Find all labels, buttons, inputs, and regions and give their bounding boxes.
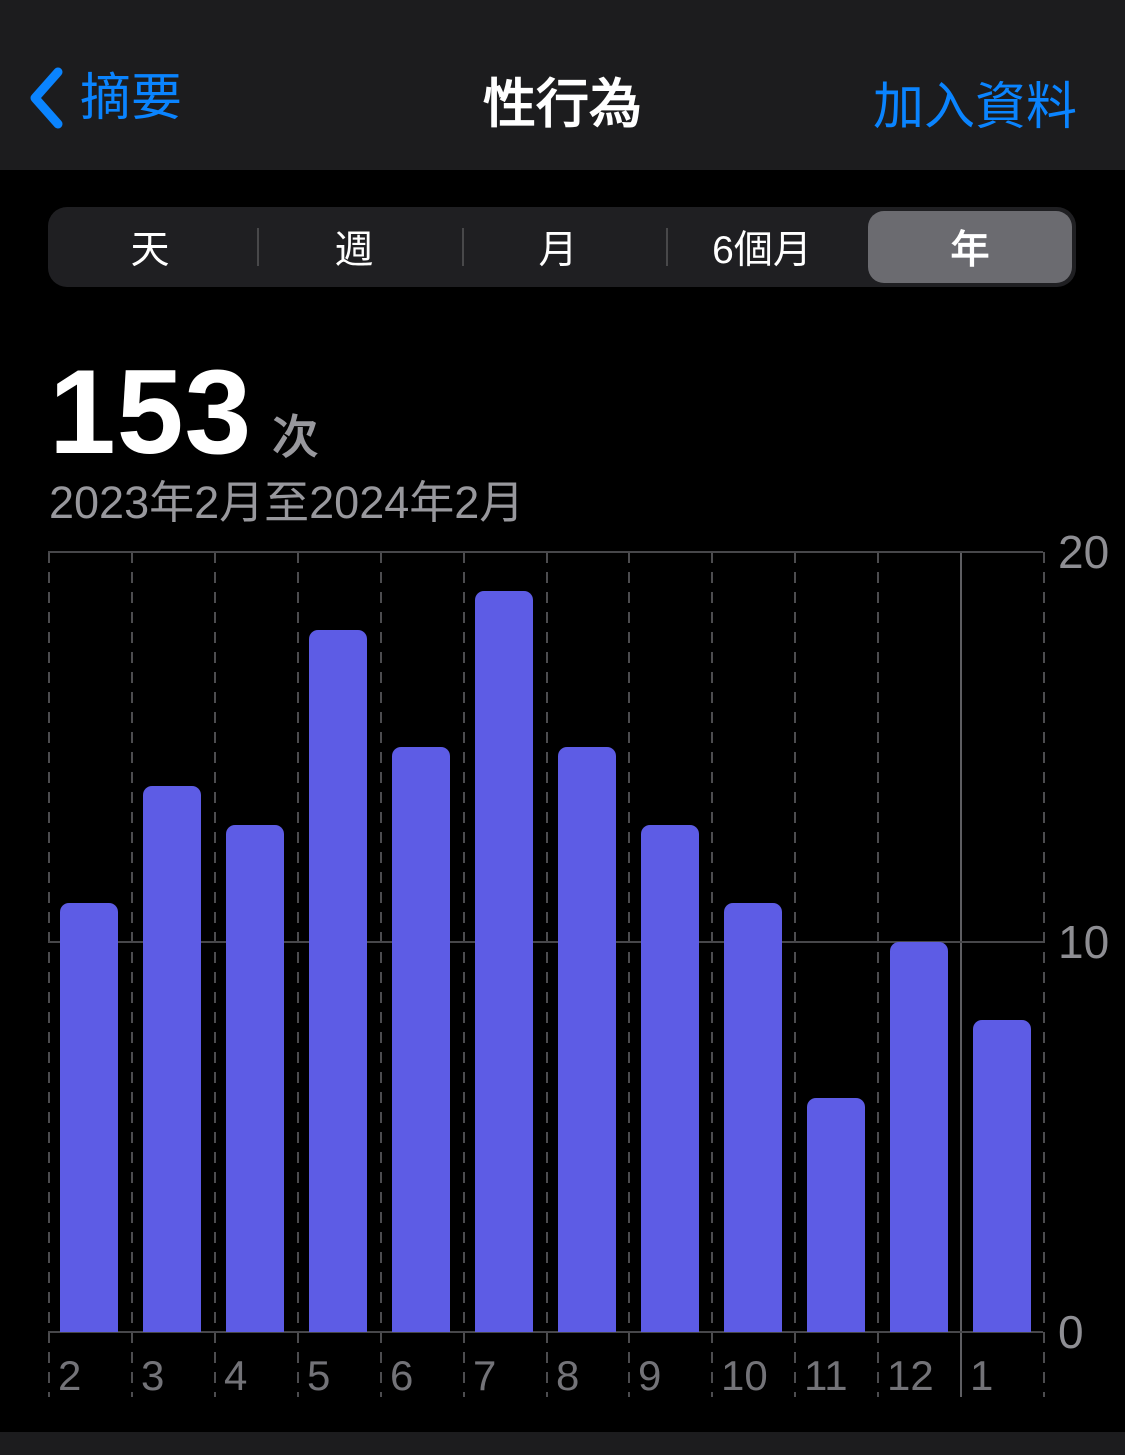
segment-week[interactable]: 週 <box>252 207 456 287</box>
time-range-segmented-control: 天 週 月 6個月 年 <box>48 207 1076 287</box>
grid-vline <box>380 552 382 1397</box>
segment-separator <box>462 228 464 266</box>
y-axis-label: 10 <box>1058 916 1110 968</box>
grid-vline <box>628 552 630 1397</box>
segment-separator <box>666 228 668 266</box>
x-axis-label: 4 <box>224 1352 248 1399</box>
grid-vline <box>794 552 796 1397</box>
x-axis-label: 10 <box>721 1352 768 1399</box>
navigation-bar: 摘要 性行為 加入資料 <box>0 0 1125 170</box>
grid-vline <box>48 552 50 1397</box>
year-boundary-line <box>960 552 962 1397</box>
back-label: 摘要 <box>80 69 183 126</box>
x-axis-label: 2 <box>58 1352 82 1399</box>
chevron-left-icon <box>30 67 63 129</box>
x-axis-label: 6 <box>390 1352 414 1399</box>
grid-hline <box>48 551 1043 553</box>
segment-year[interactable]: 年 <box>868 211 1072 283</box>
bar-month-2[interactable] <box>60 903 118 1332</box>
segment-month[interactable]: 月 <box>456 207 660 287</box>
summary-value-row: 153 次 <box>49 352 318 472</box>
grid-vline <box>463 552 465 1397</box>
y-axis-label: 0 <box>1058 1306 1084 1358</box>
grid-vline <box>1043 552 1045 1397</box>
bottom-bar <box>0 1432 1125 1455</box>
summary-value: 153 <box>49 345 253 479</box>
grid-vline <box>546 552 548 1397</box>
grid-vline <box>711 552 713 1397</box>
bar-month-7[interactable] <box>475 591 533 1332</box>
summary-unit: 次 <box>272 411 319 463</box>
bar-month-6[interactable] <box>392 747 450 1332</box>
bar-month-3[interactable] <box>143 786 201 1332</box>
y-axis-label: 20 <box>1058 526 1110 578</box>
bar-month-1[interactable] <box>973 1020 1031 1332</box>
x-axis-label: 7 <box>473 1352 497 1399</box>
segment-six-months[interactable]: 6個月 <box>660 207 864 287</box>
x-axis-label: 5 <box>307 1352 331 1399</box>
bar-month-9[interactable] <box>641 825 699 1332</box>
bar-month-12[interactable] <box>890 942 948 1332</box>
grid-vline <box>297 552 299 1397</box>
segment-separator <box>257 228 259 266</box>
x-axis-label: 11 <box>804 1352 848 1399</box>
x-axis-label: 12 <box>887 1352 934 1399</box>
grid-vline <box>214 552 216 1397</box>
back-button[interactable]: 摘要 <box>28 66 182 130</box>
segment-day[interactable]: 天 <box>48 207 252 287</box>
x-axis-label: 1 <box>970 1352 994 1399</box>
x-axis-label: 3 <box>141 1352 165 1399</box>
add-data-button[interactable]: 加入資料 <box>872 78 1077 135</box>
grid-hline <box>48 941 1043 943</box>
bar-month-10[interactable] <box>724 903 782 1332</box>
grid-hline <box>48 1331 1043 1333</box>
summary-period: 2023年2月至2024年2月 <box>49 477 525 528</box>
grid-vline <box>877 552 879 1397</box>
bar-month-8[interactable] <box>558 747 616 1332</box>
bar-month-11[interactable] <box>807 1098 865 1332</box>
grid-vline <box>131 552 133 1397</box>
bar-month-5[interactable] <box>309 630 367 1332</box>
bar-month-4[interactable] <box>226 825 284 1332</box>
chart-plot[interactable]: 0 10 20 2 3 4 5 6 7 8 9 10 11 12 1 <box>48 526 1109 1399</box>
x-axis-label: 8 <box>556 1352 580 1399</box>
x-axis-label: 9 <box>638 1352 662 1399</box>
